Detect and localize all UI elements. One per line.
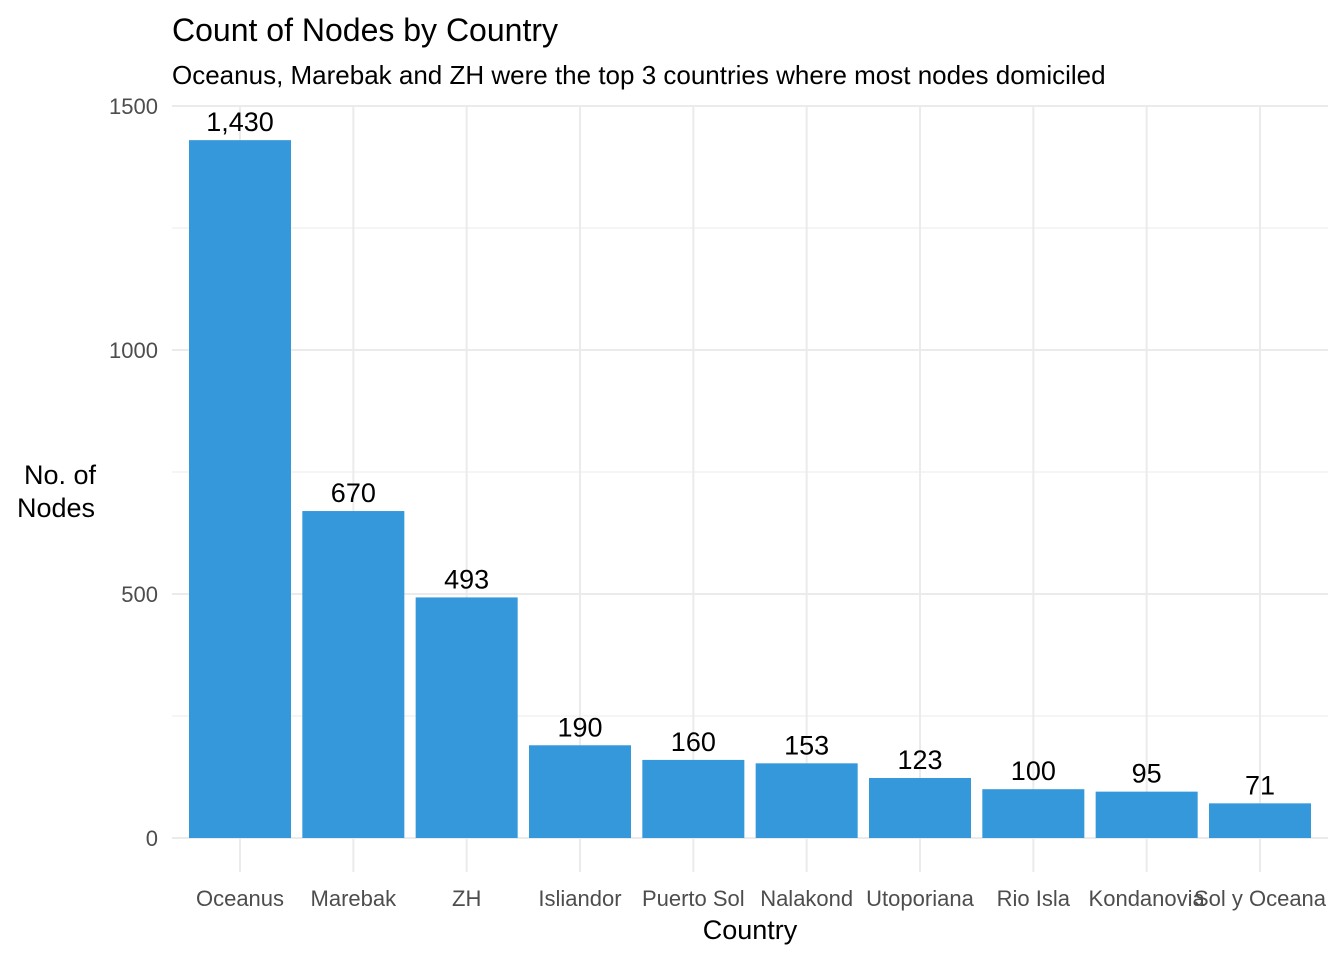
bar-sol-y-oceana	[1209, 803, 1311, 838]
x-tick-label: Oceanus	[196, 886, 284, 911]
x-tick-label: ZH	[452, 886, 481, 911]
x-tick-label: Nalakond	[760, 886, 853, 911]
bar-oceanus	[189, 140, 291, 838]
data-label: 1,430	[206, 107, 274, 137]
bar-nalakond	[755, 763, 858, 838]
bar-rio-isla	[982, 789, 1085, 838]
y-axis-title-line2: Nodes	[17, 493, 95, 523]
data-label: 95	[1132, 759, 1162, 789]
x-tick-label: Sol y Oceana	[1194, 886, 1327, 911]
bar-puerto-sol	[642, 759, 745, 838]
data-label: 100	[1011, 756, 1056, 786]
x-axis-title: Country	[703, 915, 798, 945]
data-label: 670	[331, 478, 376, 508]
data-labels: 1,430 670 493 190 160 153 123 100 95 71	[206, 107, 1275, 800]
x-tick-label: Utoporiana	[866, 886, 974, 911]
bar-zh	[415, 597, 518, 838]
data-label: 190	[557, 712, 602, 742]
data-label: 153	[784, 730, 829, 760]
x-tick-label: Kondanovia	[1089, 886, 1206, 911]
data-label: 493	[444, 564, 489, 594]
y-axis-title-line1: No. of	[24, 460, 97, 490]
gridlines	[172, 105, 1328, 872]
x-tick-label: Puerto Sol	[642, 886, 745, 911]
y-tick-label: 1500	[109, 94, 158, 119]
bar-isliandor	[529, 745, 631, 838]
x-axis-ticks: Oceanus Marebak ZH Isliandor Puerto Sol Nalak…	[196, 886, 1327, 911]
y-tick-label: 0	[146, 826, 158, 851]
data-label: 123	[897, 745, 942, 775]
chart-title: Count of Nodes by Country	[172, 12, 558, 48]
x-tick-label: Isliandor	[538, 886, 621, 911]
chart-subtitle: Oceanus, Marebak and ZH were the top 3 c…	[172, 60, 1106, 90]
bar-utoporiana	[869, 777, 971, 838]
y-tick-label: 1000	[109, 338, 158, 363]
data-label: 160	[671, 727, 716, 757]
data-label: 71	[1245, 770, 1275, 800]
bar-kondanovia	[1095, 791, 1198, 838]
bar-marebak	[302, 511, 405, 838]
bars	[189, 140, 1311, 838]
y-axis-ticks: 0 500 1000 1500	[109, 94, 158, 851]
y-tick-label: 500	[121, 582, 158, 607]
x-tick-label: Rio Isla	[997, 886, 1071, 911]
x-tick-label: Marebak	[311, 886, 398, 911]
